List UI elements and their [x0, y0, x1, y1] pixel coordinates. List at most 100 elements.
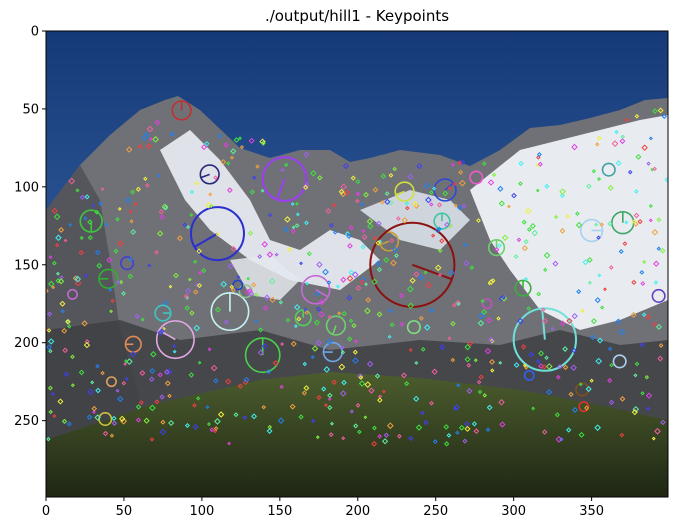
keypoint-marker — [294, 223, 300, 229]
keypoint-marker — [528, 351, 535, 358]
keypoint-marker — [467, 340, 474, 347]
keypoint-marker — [327, 397, 332, 401]
keypoint-marker — [526, 306, 532, 311]
keypoint-marker — [124, 197, 132, 204]
keypoint-marker — [149, 137, 153, 142]
keypoint-marker — [53, 213, 61, 221]
keypoint-marker — [384, 198, 391, 205]
keypoint-marker — [348, 225, 354, 231]
keypoint-marker — [79, 194, 86, 201]
keypoint-marker — [311, 345, 319, 352]
keypoint-marker — [111, 415, 117, 422]
keypoint-marker — [223, 142, 229, 148]
keypoint-marker — [316, 306, 322, 312]
keypoint-marker — [596, 135, 602, 141]
keypoint-marker — [576, 289, 582, 295]
keypoint-marker — [607, 346, 613, 351]
keypoint-marker — [429, 400, 434, 406]
keypoint-marker — [425, 196, 432, 204]
keypoint-marker — [266, 251, 274, 258]
keypoint-marker — [296, 316, 302, 322]
keypoint-marker — [293, 324, 298, 329]
keypoint-marker — [197, 360, 202, 365]
keypoint-marker — [208, 192, 213, 197]
keypoint-marker — [351, 271, 359, 279]
keypoint-marker — [149, 368, 156, 374]
keypoint-marker — [595, 357, 603, 365]
keypoint-marker — [341, 310, 347, 317]
keypoint-marker — [423, 324, 431, 331]
keypoint-marker — [462, 242, 468, 248]
keypoint-marker — [149, 404, 156, 412]
keypoint-marker — [634, 361, 640, 367]
keypoint-marker — [100, 187, 105, 191]
keypoint-marker — [366, 218, 374, 225]
keypoint-marker — [536, 151, 542, 157]
keypoint-marker — [388, 172, 394, 178]
keypoint-marker — [154, 119, 161, 126]
keypoint-marker — [172, 344, 177, 348]
keypoint-marker — [214, 306, 221, 313]
keypoint-marker — [401, 217, 409, 224]
keypoint-marker — [371, 440, 378, 447]
keypoint-marker — [86, 414, 93, 420]
keypoint-marker — [641, 312, 647, 318]
keypoint-marker — [375, 220, 382, 227]
keypoint-marker — [81, 320, 88, 327]
keypoint-marker — [194, 180, 199, 186]
keypoint-marker — [209, 427, 215, 433]
keypoint-marker — [447, 336, 452, 341]
keypoint-marker — [338, 188, 345, 195]
keypoint-marker — [631, 219, 637, 225]
keypoint-marker — [376, 266, 383, 273]
keypoint-marker — [364, 307, 371, 315]
keypoint-marker — [392, 166, 397, 172]
keypoint-marker — [498, 200, 505, 207]
keypoint-marker — [68, 223, 73, 227]
keypoint-marker — [355, 285, 362, 291]
keypoint-marker — [331, 379, 337, 385]
keypoint-marker — [488, 279, 495, 285]
keypoint-marker — [518, 181, 523, 186]
keypoint-orientation — [200, 173, 210, 179]
keypoint-marker — [342, 162, 350, 170]
keypoint-marker — [46, 436, 51, 442]
x-tick-label: 300 — [501, 504, 526, 519]
keypoint-marker — [361, 234, 368, 241]
keypoint-marker — [189, 212, 194, 217]
keypoint-marker — [213, 175, 218, 180]
keypoint-marker — [392, 246, 399, 253]
keypoint-marker — [448, 269, 455, 276]
keypoint-marker — [363, 191, 369, 198]
keypoint-marker — [372, 186, 379, 193]
keypoint-marker — [305, 281, 310, 286]
keypoint-marker — [164, 380, 171, 387]
keypoint-marker — [652, 108, 658, 114]
keypoint-marker — [115, 388, 120, 393]
keypoint-marker — [227, 441, 232, 446]
keypoint-marker — [396, 216, 401, 221]
keypoint-marker — [545, 363, 553, 370]
keypoint-marker — [299, 261, 303, 266]
keypoint-marker — [471, 421, 478, 427]
keypoint-marker — [464, 343, 471, 351]
keypoint-marker — [480, 298, 485, 304]
keypoint-marker — [135, 186, 141, 192]
keypoint-marker — [126, 358, 133, 365]
keypoint-marker — [340, 345, 345, 350]
keypoint-marker — [640, 391, 645, 396]
keypoint-marker — [58, 226, 65, 233]
keypoint-marker — [464, 421, 471, 428]
keypoint-marker — [162, 205, 169, 211]
keypoint-marker — [289, 403, 296, 410]
keypoint-marker — [458, 179, 466, 187]
keypoint-marker — [263, 294, 271, 301]
keypoint-marker — [644, 375, 650, 380]
keypoint-marker — [608, 265, 614, 270]
keypoint-circle — [512, 307, 578, 372]
keypoint-marker — [521, 219, 527, 225]
keypoint-marker — [196, 248, 202, 255]
keypoint-marker — [128, 257, 133, 262]
keypoint-marker — [46, 328, 52, 333]
